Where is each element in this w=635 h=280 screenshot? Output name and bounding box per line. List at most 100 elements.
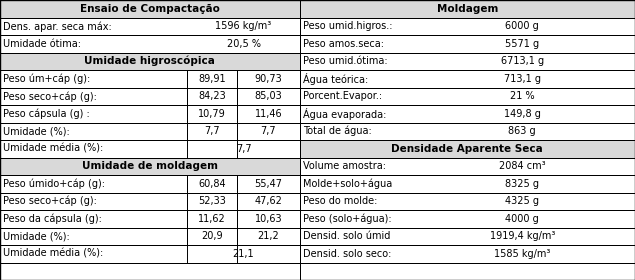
Bar bbox=[300, 193, 635, 210]
Text: Moldagem: Moldagem bbox=[437, 4, 498, 14]
Bar bbox=[300, 210, 635, 227]
Text: Densidade Aparente Seca: Densidade Aparente Seca bbox=[392, 144, 543, 154]
Text: 84,23: 84,23 bbox=[198, 91, 226, 101]
Text: 20,5 %: 20,5 % bbox=[227, 39, 260, 49]
Text: Peso seco+cáp (g):: Peso seco+cáp (g): bbox=[3, 196, 97, 207]
Bar bbox=[300, 17, 635, 35]
Bar bbox=[0, 140, 300, 157]
Bar bbox=[300, 35, 635, 53]
Text: Volume amostra:: Volume amostra: bbox=[303, 161, 386, 171]
Text: Densid. solo úmid: Densid. solo úmid bbox=[303, 231, 391, 241]
Bar bbox=[300, 245, 635, 263]
Bar bbox=[0, 70, 187, 87]
Text: Peso do molde:: Peso do molde: bbox=[303, 196, 377, 206]
Text: 47,62: 47,62 bbox=[255, 196, 282, 206]
Bar bbox=[0, 53, 300, 70]
Text: 7,7: 7,7 bbox=[204, 126, 220, 136]
Bar bbox=[0, 263, 300, 280]
Bar bbox=[0, 0, 300, 17]
Text: Umidade de moldagem: Umidade de moldagem bbox=[82, 161, 218, 171]
Text: Peso úmido+cáp (g):: Peso úmido+cáp (g): bbox=[3, 179, 105, 189]
Text: Água teórica:: Água teórica: bbox=[303, 73, 368, 85]
Bar bbox=[0, 157, 300, 175]
Text: 863 g: 863 g bbox=[509, 126, 536, 136]
Text: Densid. solo seco:: Densid. solo seco: bbox=[303, 249, 391, 259]
Text: 1919,4 kg/m³: 1919,4 kg/m³ bbox=[490, 231, 555, 241]
Bar bbox=[0, 0, 300, 17]
Text: Umidade (%):: Umidade (%): bbox=[3, 126, 70, 136]
Bar bbox=[300, 0, 635, 17]
Text: Molde+solo+água: Molde+solo+água bbox=[303, 179, 392, 189]
Bar bbox=[187, 105, 237, 123]
Text: 713,1 g: 713,1 g bbox=[504, 74, 541, 84]
Text: 4000 g: 4000 g bbox=[505, 214, 539, 224]
Bar bbox=[300, 87, 635, 105]
Bar bbox=[187, 227, 237, 245]
Bar bbox=[187, 70, 237, 87]
Bar bbox=[187, 123, 237, 140]
Bar bbox=[0, 123, 187, 140]
Text: Água evaporada:: Água evaporada: bbox=[303, 108, 386, 120]
Text: Umidade (%):: Umidade (%): bbox=[3, 231, 70, 241]
Text: 52,33: 52,33 bbox=[198, 196, 226, 206]
Text: 1585 kg/m³: 1585 kg/m³ bbox=[494, 249, 551, 259]
Text: 11,46: 11,46 bbox=[255, 109, 282, 119]
Bar bbox=[0, 105, 187, 123]
Bar bbox=[300, 70, 635, 87]
Bar bbox=[237, 70, 300, 87]
Bar bbox=[300, 105, 635, 123]
Bar bbox=[300, 227, 635, 245]
Text: 10,63: 10,63 bbox=[255, 214, 282, 224]
Text: 7,7: 7,7 bbox=[260, 126, 276, 136]
Text: 20,9: 20,9 bbox=[201, 231, 223, 241]
Text: Peso úm+cáp (g):: Peso úm+cáp (g): bbox=[3, 74, 90, 84]
Bar bbox=[0, 53, 300, 70]
Bar bbox=[0, 87, 187, 105]
Text: Umidade higroscópica: Umidade higroscópica bbox=[84, 56, 215, 67]
Text: 5571 g: 5571 g bbox=[505, 39, 539, 49]
Text: Ensaio de Compactação: Ensaio de Compactação bbox=[80, 4, 220, 14]
Bar bbox=[0, 193, 187, 210]
Bar bbox=[0, 227, 187, 245]
Bar bbox=[187, 210, 237, 227]
Text: Peso umid.higros.:: Peso umid.higros.: bbox=[303, 21, 392, 31]
Text: Peso cápsula (g) :: Peso cápsula (g) : bbox=[3, 109, 90, 119]
Text: 90,73: 90,73 bbox=[255, 74, 282, 84]
Text: Total de água:: Total de água: bbox=[303, 126, 371, 137]
Text: Porcent.Evapor.:: Porcent.Evapor.: bbox=[303, 91, 382, 101]
Text: 21,1: 21,1 bbox=[232, 249, 255, 259]
Text: 1596 kg/m³: 1596 kg/m³ bbox=[215, 21, 272, 31]
Text: 55,47: 55,47 bbox=[254, 179, 283, 189]
Text: 85,03: 85,03 bbox=[255, 91, 282, 101]
Bar bbox=[237, 227, 300, 245]
Text: Peso amos.seca:: Peso amos.seca: bbox=[303, 39, 384, 49]
Text: 11,62: 11,62 bbox=[198, 214, 226, 224]
Text: 7,7: 7,7 bbox=[236, 144, 251, 154]
Bar bbox=[187, 87, 237, 105]
Bar bbox=[237, 210, 300, 227]
Bar bbox=[300, 157, 635, 175]
Text: 8325 g: 8325 g bbox=[505, 179, 539, 189]
Text: 2084 cm³: 2084 cm³ bbox=[499, 161, 545, 171]
Text: 6000 g: 6000 g bbox=[505, 21, 539, 31]
Bar bbox=[300, 140, 635, 157]
Bar bbox=[0, 175, 187, 193]
Bar bbox=[0, 35, 300, 53]
Text: 60,84: 60,84 bbox=[198, 179, 226, 189]
Bar bbox=[187, 193, 237, 210]
Text: 149,8 g: 149,8 g bbox=[504, 109, 541, 119]
Text: 89,91: 89,91 bbox=[198, 74, 226, 84]
Text: 21,2: 21,2 bbox=[257, 231, 279, 241]
Bar bbox=[0, 17, 300, 35]
Bar bbox=[0, 245, 300, 263]
Text: Peso umid.ótima:: Peso umid.ótima: bbox=[303, 56, 387, 66]
Text: 10,79: 10,79 bbox=[198, 109, 226, 119]
Bar bbox=[237, 105, 300, 123]
Bar bbox=[300, 123, 635, 140]
Bar bbox=[300, 175, 635, 193]
Text: 4325 g: 4325 g bbox=[505, 196, 539, 206]
Text: Umidade média (%):: Umidade média (%): bbox=[3, 144, 104, 154]
Bar bbox=[300, 53, 635, 70]
Text: 21 %: 21 % bbox=[510, 91, 535, 101]
Text: Peso da cápsula (g):: Peso da cápsula (g): bbox=[3, 213, 102, 224]
